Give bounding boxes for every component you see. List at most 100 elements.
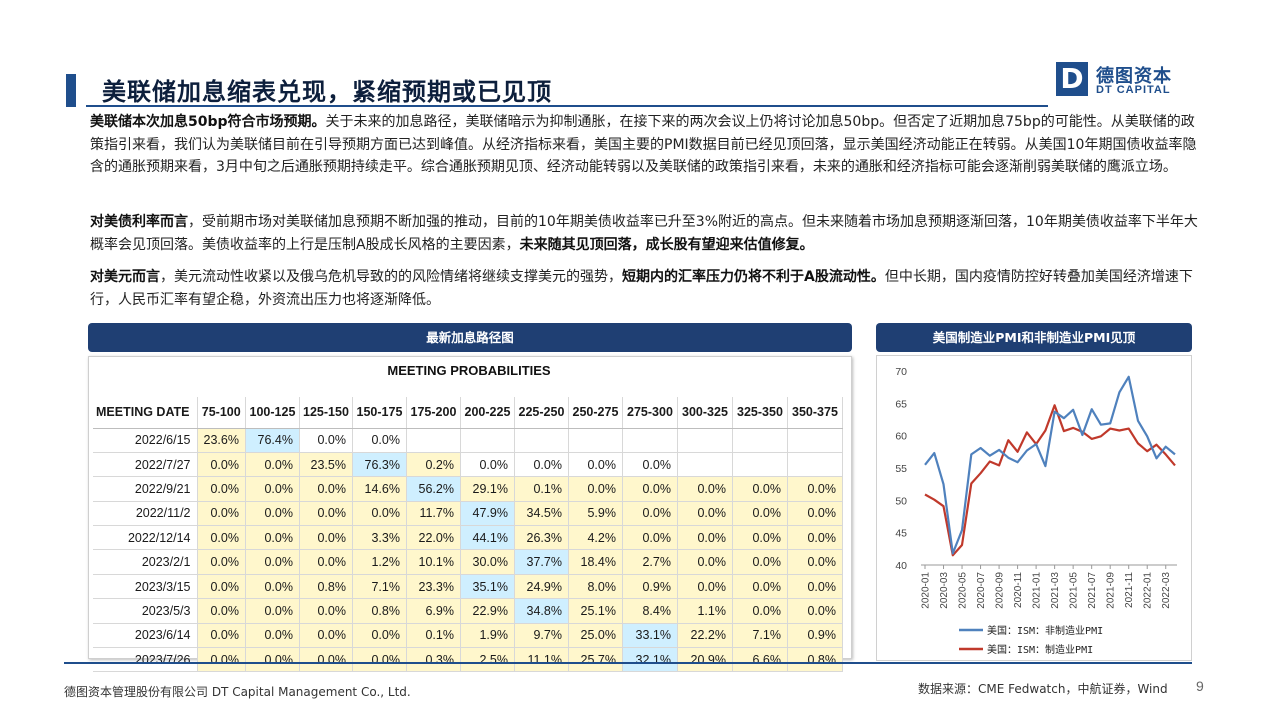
probability-cell: 0.0%: [622, 476, 678, 502]
probability-cell: 0.0%: [622, 452, 678, 478]
x-tick-label: 2020-05: [958, 572, 969, 609]
logo-english-name: DT CAPITAL: [1096, 84, 1171, 96]
column-header-300-325: 300-325: [677, 397, 733, 429]
probability-cell: [460, 428, 515, 453]
logo-chinese-name: 德图资本: [1096, 66, 1172, 87]
footer-source: 数据来源：CME Fedwatch，中航证券，Wind: [918, 682, 1168, 696]
x-tick-label: 2020-07: [976, 572, 987, 609]
probability-cell: 44.1%: [460, 525, 515, 551]
probability-cell: 0.0%: [245, 598, 300, 624]
probability-cell: 0.8%: [299, 574, 353, 600]
table-body: 2022/6/15 23.6% 76.4% 0.0% 0.0% 2022/7/27 0.0%…: [93, 428, 843, 673]
probability-cell: 0.0%: [732, 549, 788, 575]
x-tick-label: 2020-09: [995, 572, 1006, 609]
probability-cell: 0.0%: [352, 623, 407, 649]
paragraph-dollar-lead: 对美元而言: [90, 269, 160, 285]
page-number: 9: [1196, 678, 1204, 694]
x-tick-label: 2021-01: [1032, 572, 1043, 609]
paragraph-treasury-lead: 对美债利率而言: [90, 214, 188, 230]
probability-cell: 0.0%: [787, 574, 843, 600]
probability-cell: 0.0%: [245, 647, 300, 673]
series-line-0: [924, 375, 1176, 555]
probability-cell: 0.0%: [299, 476, 353, 502]
probability-cell: 25.0%: [568, 623, 623, 649]
column-header-325-350: 325-350: [732, 397, 788, 429]
y-tick-label: 40: [895, 560, 907, 572]
y-tick-label: 65: [895, 398, 907, 410]
pmi-chart-svg: 40 45 50 55 60 65 70 2020-01 2020-03 2020-05 2020-…: [895, 366, 1177, 656]
probability-cell: 0.0%: [299, 428, 353, 453]
table-header-row: MEETING DATE 75-100 100-125 125-150 150-175 1…: [93, 397, 843, 429]
company-logo: D 德图资本 DT CAPITAL: [1056, 62, 1196, 102]
rate-path-panel-header: 最新加息路径图: [88, 323, 852, 352]
table-row: 2023/7/26 0.0% 0.0% 0.0% 0.0% 0.3% 2.5% 11.1% 25…: [93, 647, 843, 673]
probability-cell: 0.1%: [406, 623, 461, 649]
footer-company: 德图资本管理股份有限公司 DT Capital Management Co., …: [64, 685, 411, 699]
column-header-175-200: 175-200: [406, 397, 461, 429]
probability-cell: [787, 452, 843, 478]
x-tick-label: 2022-03: [1161, 572, 1172, 609]
probability-cell: 0.0%: [568, 476, 623, 502]
probability-cell: 0.0%: [732, 476, 788, 502]
probability-cell: 24.9%: [514, 574, 569, 600]
column-header-125-150: 125-150: [299, 397, 353, 429]
probability-cell: 0.9%: [787, 623, 843, 649]
probability-cell: [568, 428, 623, 453]
table-row: 2022/11/2 0.0% 0.0% 0.0% 0.0% 11.7% 47.9% 34.5%…: [93, 501, 843, 527]
probability-cell: 6.9%: [406, 598, 461, 624]
probability-cell: 0.0%: [299, 549, 353, 575]
probability-cell: 0.0%: [245, 501, 300, 527]
probability-cell: 30.0%: [460, 549, 515, 575]
probability-cell: 0.0%: [245, 525, 300, 551]
probability-cell: 0.0%: [732, 525, 788, 551]
column-header-250-275: 250-275: [568, 397, 623, 429]
probability-cell: 0.0%: [732, 501, 788, 527]
probability-cell: 0.0%: [352, 428, 407, 453]
meeting-date-cell: 2022/7/27: [93, 452, 198, 478]
column-header-350-375: 350-375: [787, 397, 843, 429]
table-title: MEETING PROBABILITIES: [387, 363, 551, 378]
y-tick-label: 70: [895, 366, 907, 378]
probability-cell: 0.0%: [787, 501, 843, 527]
column-header-200-225: 200-225: [460, 397, 515, 429]
paragraph-dollar-body: ，美元流动性收紧以及俄乌危机导致的的风险情绪将继续支撑美元的强势，: [160, 269, 622, 285]
probability-cell: 0.0%: [245, 623, 300, 649]
probability-cell: 0.0%: [568, 452, 623, 478]
probability-cell: 2.7%: [622, 549, 678, 575]
probability-cell: 22.2%: [677, 623, 733, 649]
probability-cell: 23.5%: [299, 452, 353, 478]
probability-cell: 1.9%: [460, 623, 515, 649]
meeting-date-cell: 2022/6/15: [93, 428, 198, 453]
probability-cell: 0.0%: [299, 623, 353, 649]
probability-cell: 25.7%: [568, 647, 623, 673]
table-row: 2023/2/1 0.0% 0.0% 0.0% 1.2% 10.1% 30.0% 37.7% 1…: [93, 549, 843, 575]
meeting-date-cell: 2023/7/26: [93, 647, 198, 673]
column-header-225-250: 225-250: [514, 397, 569, 429]
table-row: 2023/6/14 0.0% 0.0% 0.0% 0.0% 0.1% 1.9% 9.7% 25.…: [93, 623, 843, 649]
x-tick-label: 2021-11: [1124, 572, 1135, 608]
probability-cell: 5.9%: [568, 501, 623, 527]
probability-cell: 29.1%: [460, 476, 515, 502]
legend-label: 美国：ISM：非制造业PMI: [987, 624, 1103, 637]
paragraph-dollar-tail: 但中长期，国内疫情防控好转叠加美国经济增速下行，人民币汇率有望企稳，外资流出压力…: [90, 269, 1193, 308]
probability-cell: [787, 428, 843, 453]
probability-cell: 0.8%: [787, 647, 843, 673]
probability-cell: [514, 428, 569, 453]
meeting-date-cell: 2022/12/14: [93, 525, 198, 551]
x-tick-label: 2021-09: [1106, 572, 1117, 609]
column-header-150-175: 150-175: [352, 397, 407, 429]
probability-cell: 0.0%: [514, 452, 569, 478]
meeting-date-cell: 2022/11/2: [93, 501, 198, 527]
probability-cell: 8.0%: [568, 574, 623, 600]
title-underline: [86, 105, 1048, 107]
meeting-date-cell: 2023/2/1: [93, 549, 198, 575]
probability-cell: 0.0%: [197, 476, 246, 502]
probability-cell: 0.0%: [299, 525, 353, 551]
table-row: 2023/3/15 0.0% 0.0% 0.8% 7.1% 23.3% 35.1% 24.9%…: [93, 574, 843, 600]
probability-cell: 0.0%: [787, 549, 843, 575]
probability-cell: 0.0%: [299, 598, 353, 624]
probability-cell: [732, 428, 788, 453]
probability-cell: 37.7%: [514, 549, 569, 575]
probability-cell: 0.0%: [245, 452, 300, 478]
probability-cell: 3.3%: [352, 525, 407, 551]
